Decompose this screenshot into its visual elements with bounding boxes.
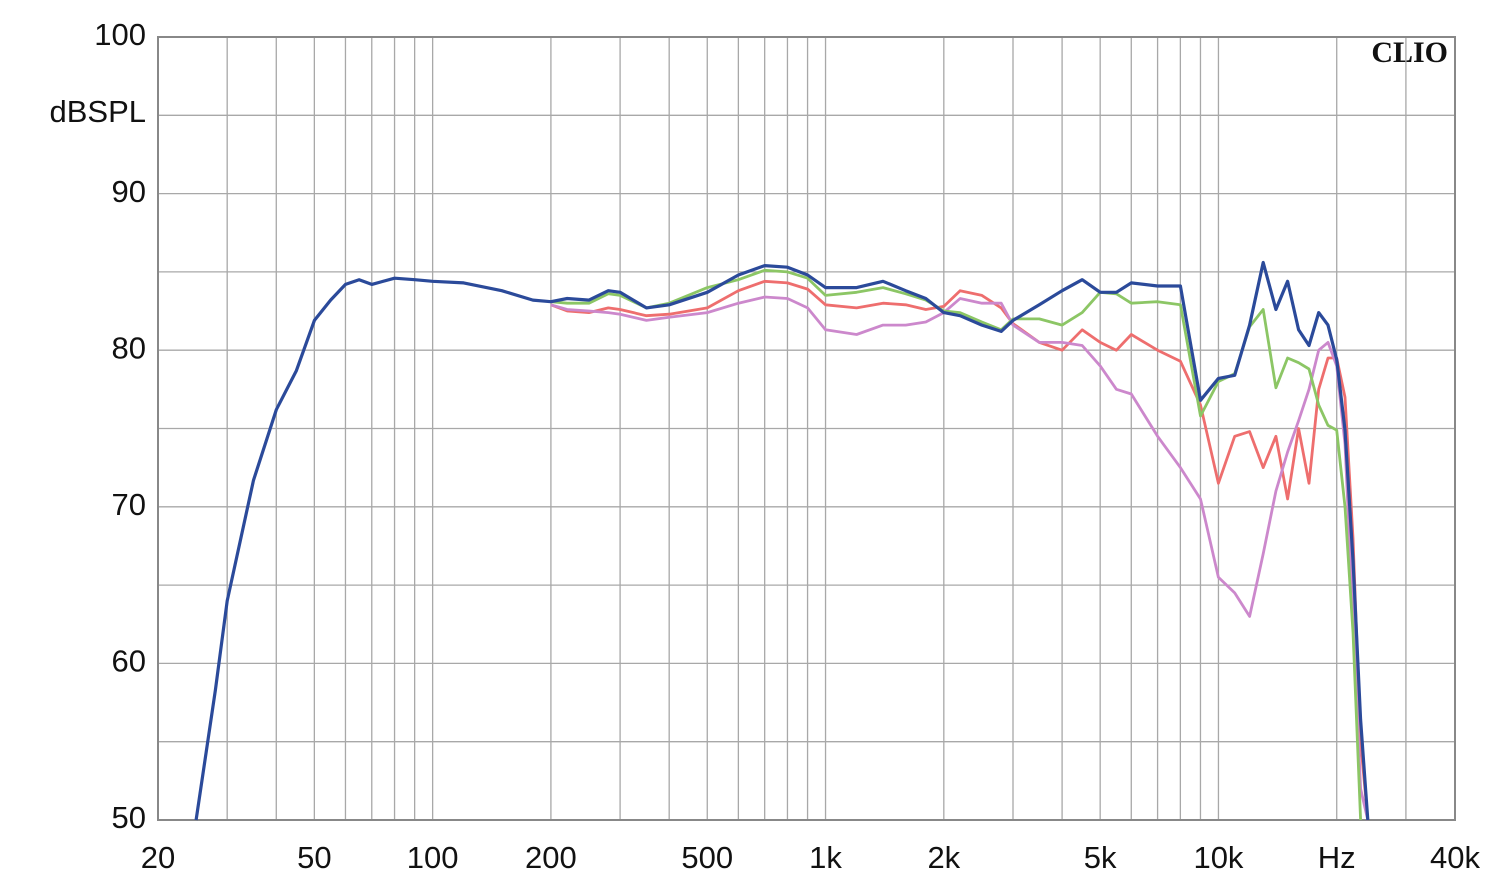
- x-tick-label: 20: [141, 840, 175, 875]
- plot-frame: [157, 36, 1456, 821]
- y-axis-label: dBSPL: [49, 94, 146, 129]
- x-tick-label: 5k: [1084, 840, 1117, 875]
- x-tick-label: 40k: [1430, 840, 1480, 875]
- x-tick-label: 200: [525, 840, 577, 875]
- x-tick-label: 10k: [1193, 840, 1243, 875]
- series-line: [194, 260, 1370, 821]
- x-tick-label: 50: [297, 840, 331, 875]
- series-line: [550, 279, 1370, 821]
- annotation: CLIO: [1371, 36, 1448, 69]
- x-tick-label: 100: [407, 840, 459, 875]
- x-tick-label: Hz: [1318, 840, 1356, 875]
- series-line: [550, 268, 1362, 821]
- y-tick-label: 70: [112, 487, 146, 522]
- series-line: [550, 295, 1370, 821]
- y-tick-label: 80: [112, 330, 146, 365]
- y-tick-label: 100: [94, 17, 146, 52]
- y-tick-label: 50: [112, 800, 146, 835]
- y-tick-label: 90: [112, 174, 146, 209]
- y-tick-label: 60: [112, 644, 146, 679]
- x-tick-label: 2k: [927, 840, 960, 875]
- x-tick-label: 500: [681, 840, 733, 875]
- x-tick-label: 1k: [809, 840, 842, 875]
